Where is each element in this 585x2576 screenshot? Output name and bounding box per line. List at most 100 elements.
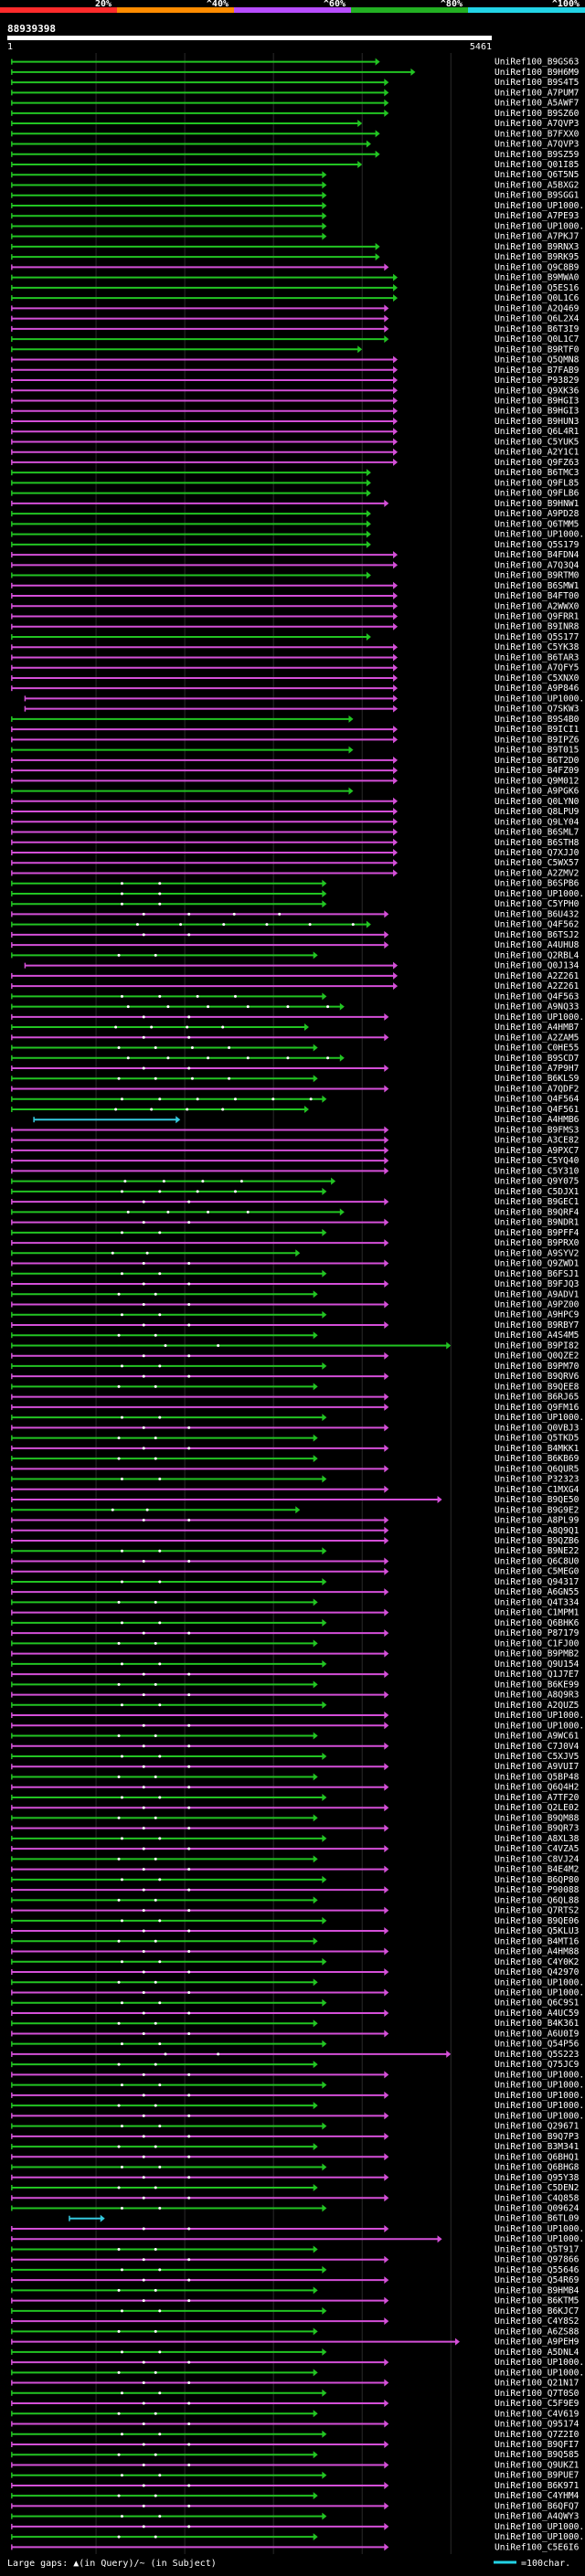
hit-arrow [384, 1403, 389, 1411]
insert-dot [120, 2042, 123, 2046]
insert-dot [145, 1508, 149, 1511]
hit-label: UniRef100_A9ADV1 [495, 1289, 580, 1299]
hit-label: UniRef100_A2Q469 [495, 303, 580, 313]
hit-label: UniRef100_Q6QL88 [495, 1895, 580, 1905]
hit-label: UniRef100_Q2LE02 [495, 1803, 579, 1813]
legend-label: ^100% [552, 0, 580, 9]
insert-dot [154, 2104, 157, 2107]
hit-label: UniRef100_UP1000... [495, 2224, 585, 2234]
hit-arrow [393, 961, 399, 970]
hit-label: UniRef100_Q42970 [495, 1967, 580, 1977]
hit-label: UniRef100_A4UC59 [495, 2009, 580, 2019]
insert-dot [120, 2207, 123, 2210]
query-start-label: 1 [7, 42, 13, 52]
hit-rows: UniRef100_B9GS63UniRef100_B9H6M9UniRef10… [11, 58, 585, 2552]
hit-arrow [384, 1393, 389, 1401]
hit-arrow [384, 1146, 389, 1154]
hit-label: UniRef100_A9VUI7 [495, 1762, 580, 1772]
insert-dot [142, 1262, 145, 1266]
hit-arrow [384, 1608, 389, 1617]
hit-label: UniRef100_B9Q7P3 [495, 2132, 580, 2142]
insert-dot [233, 994, 237, 998]
hit-arrow [322, 1414, 327, 1422]
hit-label: UniRef100_Q4F563 [495, 991, 580, 1002]
insert-dot [117, 1898, 121, 1902]
hit-arrow [313, 2492, 318, 2500]
hit-arrow [313, 2286, 318, 2295]
hit-arrow [313, 1075, 318, 1083]
legend-label: 20% [95, 0, 112, 9]
insert-dot [158, 1580, 162, 1584]
insert-dot [154, 953, 157, 957]
hit-label: UniRef100_B9QFI7 [495, 2440, 580, 2450]
insert-dot [158, 1364, 162, 1368]
insert-dot [187, 2278, 191, 2282]
hit-label: UniRef100_B9RNX3 [495, 242, 580, 252]
hit-arrow [384, 941, 389, 949]
hit-arrow [393, 767, 399, 775]
hit-label: UniRef100_B9RTF0 [495, 345, 580, 355]
hit-arrow [375, 150, 380, 158]
insert-dot [154, 2247, 157, 2251]
hit-arrow [313, 1331, 318, 1340]
hit-label: UniRef100_Q0L1C6 [495, 293, 580, 303]
hit-label: UniRef100_A6ZS88 [495, 2327, 580, 2337]
hit-label: UniRef100_B9HGI3 [495, 396, 580, 406]
hit-arrow [384, 2461, 389, 2469]
insert-dot [142, 1909, 145, 1913]
hit-arrow [393, 622, 399, 631]
insert-dot [221, 1108, 225, 1111]
hit-arrow [322, 992, 327, 1001]
insert-dot [187, 2011, 191, 2015]
insert-dot [158, 2207, 162, 2210]
hit-arrow [322, 2348, 327, 2356]
hit-label: UniRef100_UP1000... [495, 1012, 585, 1023]
insert-dot [201, 1180, 205, 1183]
insert-dot [142, 2114, 145, 2117]
insert-dot [117, 1682, 121, 1686]
insert-dot [154, 1292, 157, 1296]
hit-label: UniRef100_B6QFQ7 [495, 2501, 580, 2511]
hit-arrow [384, 1034, 389, 1042]
hit-arrow [384, 1691, 389, 1699]
hit-label: UniRef100_UP1000... [495, 2532, 585, 2542]
insert-dot [142, 2072, 145, 2076]
hit-label: UniRef100_A7Q3Q4 [495, 560, 580, 570]
hit-arrow [384, 335, 389, 344]
hit-label: UniRef100_A9NQ33 [495, 1002, 580, 1012]
hit-label: UniRef100_UP1000... [495, 2368, 585, 2378]
hit-arrow [393, 736, 399, 744]
hit-arrow [313, 1598, 318, 1606]
hit-label: UniRef100_Q97866 [495, 2255, 580, 2265]
hit-label: UniRef100_B6TSJ2 [495, 930, 579, 940]
hit-label: UniRef100_B9RK95 [495, 252, 579, 262]
hit-arrow [322, 2430, 327, 2438]
hit-arrow [384, 2276, 389, 2284]
insert-dot [158, 892, 162, 896]
insert-dot [117, 1857, 121, 1860]
insert-dot [120, 1796, 123, 1799]
hit-arrow [384, 1444, 389, 1452]
hit-label: UniRef100_UP1000... [495, 221, 585, 231]
hit-label: UniRef100_Q2RBL4 [495, 950, 580, 960]
insert-dot [187, 1786, 191, 1789]
hit-label: UniRef100_B9IPZ6 [495, 735, 580, 745]
hit-label: UniRef100_B9QM88 [495, 1813, 580, 1823]
hit-label: UniRef100_Q6Q4H2 [495, 1783, 579, 1793]
hit-label: UniRef100_C0HE55 [495, 1044, 579, 1054]
hit-label: UniRef100_B6QP80 [495, 1875, 580, 1885]
hit-arrow [322, 2306, 327, 2315]
hit-label: UniRef100_C4V619 [495, 2409, 580, 2419]
hit-label: UniRef100_UP1000... [495, 1711, 585, 1721]
hit-label: UniRef100_C5DJX1 [495, 1187, 580, 1197]
hit-label: UniRef100_Q9FRR1 [495, 612, 580, 622]
insert-dot [187, 2443, 191, 2446]
hit-arrow [384, 1712, 389, 1720]
hit-arrow [393, 428, 399, 436]
query-bar [7, 36, 492, 40]
hit-arrow [384, 2440, 389, 2448]
hit-arrow [366, 530, 371, 538]
insert-dot [142, 1693, 145, 1697]
insert-dot [126, 1210, 130, 1214]
insert-dot [142, 1847, 145, 1850]
